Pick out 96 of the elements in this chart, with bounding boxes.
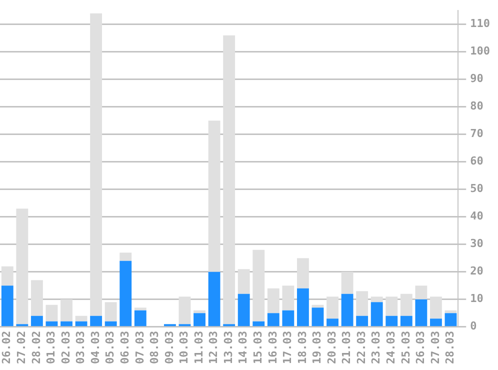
bar <box>282 286 294 310</box>
bar <box>90 13 102 316</box>
y-tick-label: 70 <box>470 127 484 140</box>
x-tick-label: 15.03 <box>251 330 264 364</box>
x-tick-label: 16.03 <box>266 330 280 364</box>
bar <box>90 316 102 326</box>
bar <box>296 258 309 288</box>
x-tick-label: 22.03 <box>354 330 368 364</box>
bar <box>238 294 250 326</box>
x-tick-label: 03.03 <box>74 330 88 364</box>
bar <box>46 304 58 322</box>
bar <box>1 266 14 286</box>
bar <box>430 296 442 319</box>
bar <box>356 291 368 316</box>
bar <box>444 313 457 326</box>
bar <box>415 299 428 326</box>
x-tick-label: 04.03 <box>88 330 102 364</box>
x-tick-label: 20.03 <box>325 330 338 364</box>
y-tick-label: 20 <box>470 264 484 278</box>
x-tick-label: 27.02 <box>15 330 28 364</box>
bar <box>208 272 220 326</box>
bar <box>104 321 117 326</box>
x-tick-label: 14.03 <box>236 330 250 364</box>
bar <box>30 280 43 316</box>
bar <box>296 288 309 326</box>
x-tick-label: 07.03 <box>133 330 146 364</box>
bar <box>60 299 72 322</box>
x-tick-label: 05.03 <box>104 330 117 364</box>
bar <box>223 35 236 324</box>
bar <box>386 296 398 316</box>
bar <box>312 308 324 326</box>
x-tick-label: 17.03 <box>281 330 294 364</box>
bar <box>238 269 250 294</box>
bar <box>341 272 354 294</box>
x-tick-label: 02.03 <box>59 330 72 364</box>
bar <box>400 316 412 326</box>
y-tick-label: 110 <box>470 17 490 30</box>
y-tick-label: 80 <box>470 100 484 113</box>
bar <box>415 286 428 300</box>
x-tick-label: 10.03 <box>178 330 191 364</box>
bar <box>326 318 338 326</box>
bar <box>75 316 88 322</box>
x-tick-label: 28.02 <box>30 330 43 364</box>
bar <box>46 321 58 326</box>
y-tick-label: 0 <box>470 320 477 333</box>
bar <box>341 294 354 326</box>
bar <box>267 313 280 326</box>
y-tick-label: 100 <box>470 44 490 58</box>
bar <box>178 296 191 324</box>
x-tick-label: 27.03 <box>428 330 442 364</box>
bar <box>282 310 294 326</box>
bar <box>60 321 72 326</box>
bar <box>134 310 146 326</box>
bar <box>267 288 280 314</box>
bar <box>1 286 14 326</box>
x-tick-label: 26.03 <box>414 330 428 364</box>
bar <box>370 296 383 302</box>
bar <box>16 208 28 324</box>
y-tick-label: 30 <box>470 237 484 250</box>
bar <box>252 250 265 322</box>
x-tick-label: 28.03 <box>444 330 457 364</box>
bar <box>194 313 206 326</box>
x-tick-label: 08.03 <box>148 330 162 364</box>
x-tick-label: 11.03 <box>192 330 206 364</box>
x-tick-label: 23.03 <box>370 330 383 364</box>
x-tick-label: 09.03 <box>162 330 176 364</box>
bar <box>104 302 117 322</box>
bar <box>370 302 383 326</box>
bar <box>134 308 146 310</box>
bar <box>208 120 220 272</box>
y-tick-label: 90 <box>470 72 484 86</box>
y-tick-label: 10 <box>470 292 484 306</box>
bar <box>75 321 88 326</box>
y-tick-label: 40 <box>470 210 484 223</box>
bar <box>430 318 442 326</box>
x-tick-label: 13.03 <box>222 330 235 364</box>
bar <box>386 316 398 326</box>
x-tick-label: 18.03 <box>296 330 309 364</box>
x-tick-label: 21.03 <box>340 330 354 364</box>
bar <box>356 316 368 326</box>
bar <box>400 294 412 316</box>
x-tick-label: 01.03 <box>44 330 58 364</box>
x-tick-label: 25.03 <box>399 330 412 364</box>
y-tick-label: 50 <box>470 182 484 196</box>
bar <box>120 260 132 326</box>
x-tick-label: 24.03 <box>384 330 398 364</box>
bar <box>120 252 132 261</box>
x-tick-label: 19.03 <box>310 330 324 364</box>
x-tick-label: 06.03 <box>118 330 132 364</box>
y-tick-label: 60 <box>470 154 484 168</box>
x-tick-label: 26.02 <box>0 330 14 364</box>
bar <box>252 321 265 326</box>
bar <box>30 316 43 326</box>
bar <box>194 310 206 314</box>
bar <box>326 296 338 319</box>
x-tick-label: 12.03 <box>207 330 220 364</box>
